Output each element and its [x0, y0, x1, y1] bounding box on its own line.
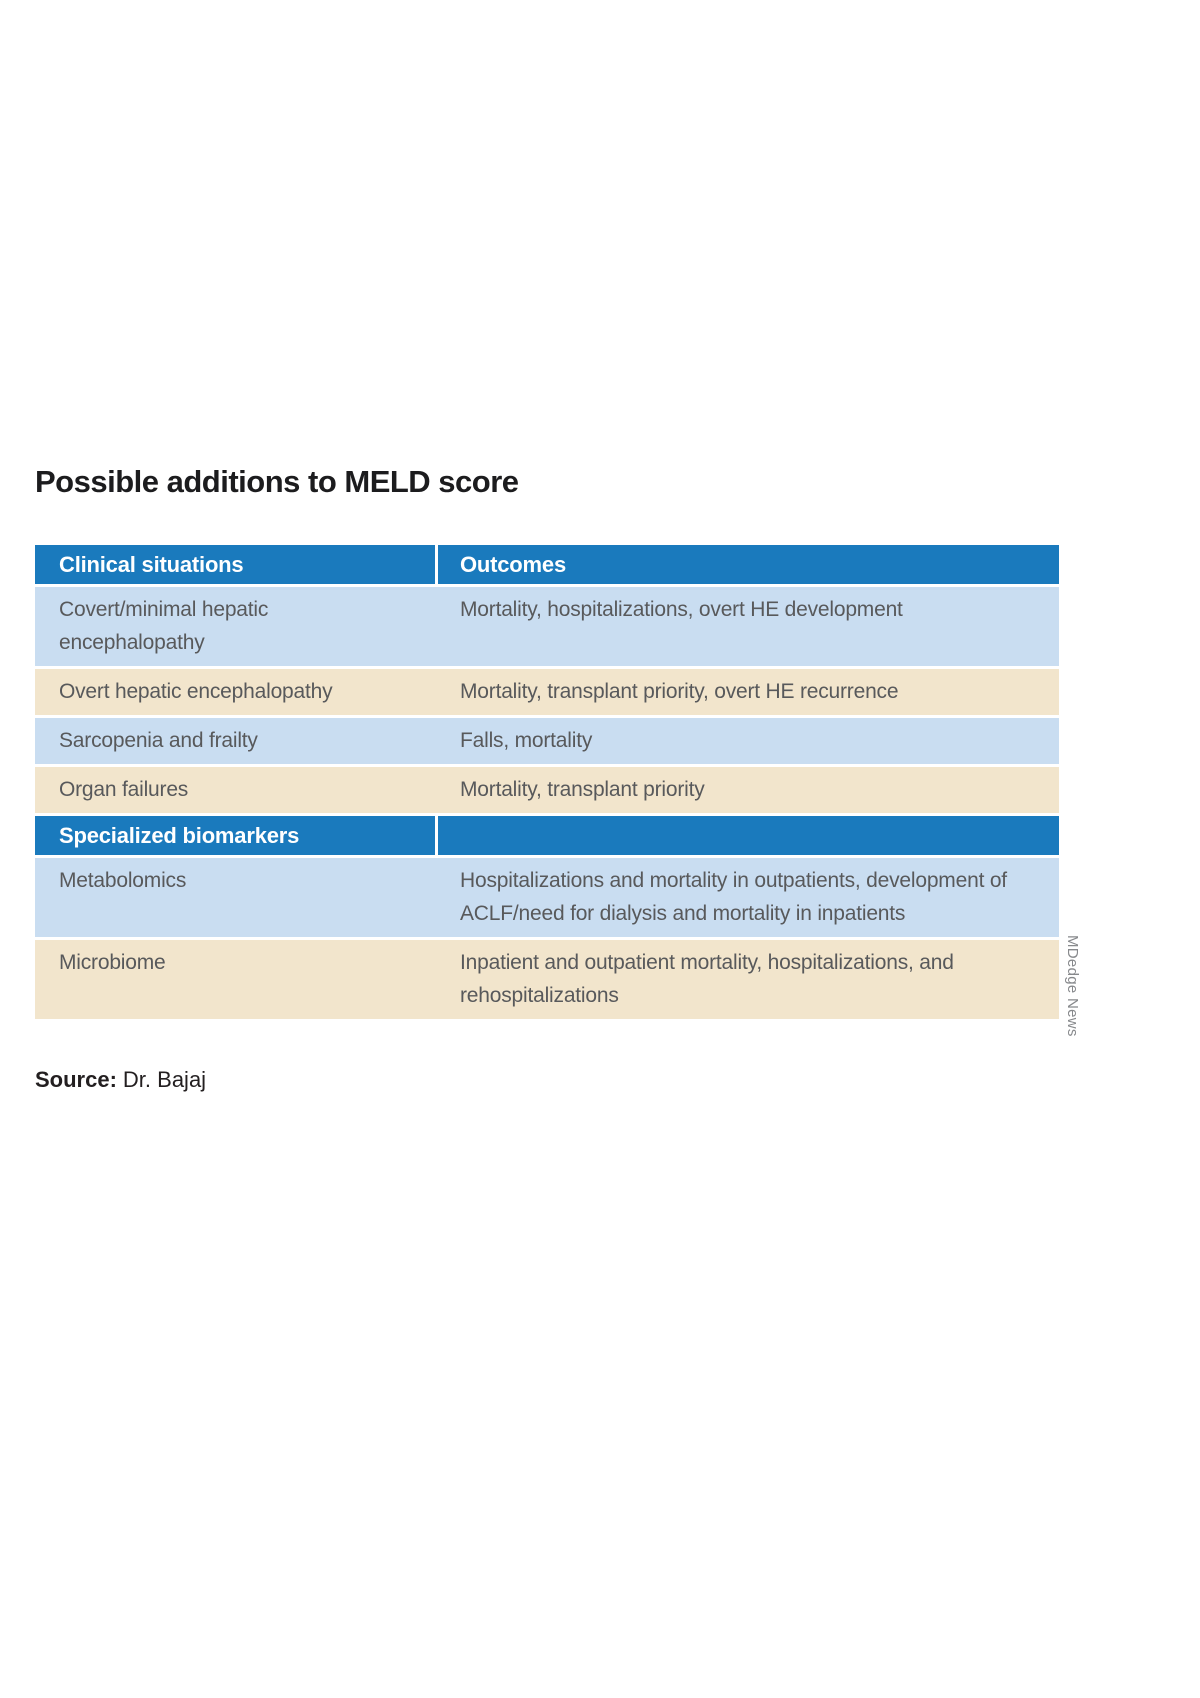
- cell-outcome: Inpatient and outpatient mortality, hosp…: [438, 940, 1059, 1019]
- row-sarcopenia-frailty: Sarcopenia and frailty Falls, mortality: [35, 718, 1059, 767]
- section-header-label: Specialized biomarkers: [35, 816, 438, 855]
- row-metabolomics: Metabolomics Hospitalizations and mortal…: [35, 858, 1059, 940]
- cell-outcome: Mortality, transplant priority: [438, 767, 1059, 813]
- row-overt-he: Overt hepatic encephalopathy Mortality, …: [35, 669, 1059, 718]
- source-line: Source: Dr. Bajaj: [35, 1067, 206, 1093]
- cell-outcome: Mortality, hospitalizations, overt HE de…: [438, 587, 1059, 666]
- column-header-clinical-situations: Clinical situations: [35, 545, 438, 584]
- cell-clinical-situation: Overt hepatic encephalopathy: [35, 669, 438, 715]
- cell-clinical-situation: Metabolomics: [35, 858, 438, 937]
- cell-outcome: Mortality, transplant priority, overt HE…: [438, 669, 1059, 715]
- chart-title: Possible additions to MELD score: [35, 464, 519, 499]
- source-value: Dr. Bajaj: [122, 1067, 207, 1092]
- section-header-specialized-biomarkers: Specialized biomarkers: [35, 816, 1059, 858]
- column-header-outcomes: Outcomes: [438, 545, 1059, 584]
- row-organ-failures: Organ failures Mortality, transplant pri…: [35, 767, 1059, 816]
- row-microbiome: Microbiome Inpatient and outpatient mort…: [35, 940, 1059, 1019]
- meld-table: Clinical situations Outcomes Covert/mini…: [35, 545, 1059, 1019]
- column-header-row: Clinical situations Outcomes: [35, 545, 1059, 587]
- section-header-empty-cell: [438, 816, 1059, 855]
- cell-clinical-situation: Microbiome: [35, 940, 438, 1019]
- credit-mdedge-news: MDedge News: [1064, 545, 1081, 1037]
- row-covert-minimal-he: Covert/minimal hepatic encephalopathy Mo…: [35, 587, 1059, 669]
- credit-text: MDedge News: [1064, 935, 1081, 1037]
- cell-clinical-situation: Sarcopenia and frailty: [35, 718, 438, 764]
- source-label: Source:: [35, 1067, 117, 1092]
- cell-clinical-situation: Organ failures: [35, 767, 438, 813]
- cell-clinical-situation: Covert/minimal hepatic encephalopathy: [35, 587, 438, 666]
- cell-outcome: Falls, mortality: [438, 718, 1059, 764]
- cell-outcome: Hospitalizations and mortality in outpat…: [438, 858, 1059, 937]
